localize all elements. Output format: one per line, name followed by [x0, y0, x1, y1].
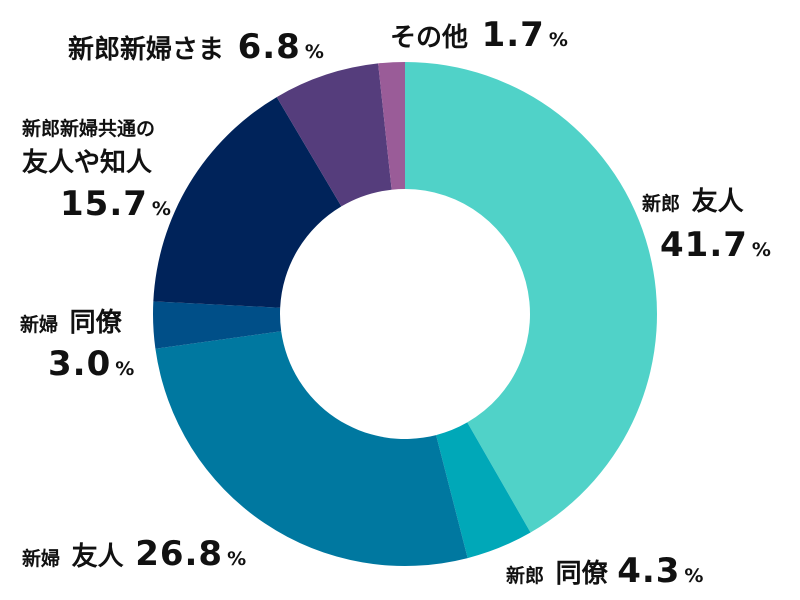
value-groom-friends-number: 41.7 — [660, 225, 748, 265]
label-groom-friends: 新郎 友人 — [642, 189, 744, 215]
value-bride-colleagues: 3.0% — [48, 347, 134, 381]
value-bride-colleagues-unit: % — [115, 358, 135, 380]
value-common-friends: 15.7% — [60, 187, 171, 221]
value-bride-friends-number: 26.8 — [135, 534, 224, 574]
value-couple-number: 6.8 — [237, 27, 301, 67]
label-common-friends-prefix: 新郎新婦共通の — [22, 118, 156, 140]
label-common-friends-main: 友人や知人 — [22, 148, 153, 178]
label-couple-main: 新郎新婦さま — [68, 35, 225, 65]
label-bride-friends: 新婦 友人 26.8% — [22, 537, 246, 571]
slice-couple — [276, 63, 392, 207]
label-groom-colleagues: 新郎 同僚 4.3% — [506, 554, 703, 588]
label-other: その他 1.7% — [390, 18, 568, 52]
label-other-main: その他 — [390, 23, 469, 53]
label-groom-friends-prefix: 新郎 — [642, 193, 681, 215]
value-common-friends-number: 15.7 — [60, 184, 148, 224]
label-groom-friends-main: 友人 — [691, 187, 744, 217]
label-bride-friends-prefix: 新婦 — [22, 548, 61, 570]
label-couple: 新郎新婦さま 6.8% — [68, 30, 324, 64]
value-groom-friends-unit: % — [751, 239, 771, 261]
label-groom-colleagues-main: 同僚 — [555, 559, 608, 589]
value-groom-colleagues-number: 4.3 — [617, 551, 681, 591]
slice-bride-colleagues — [152, 301, 282, 349]
value-bride-colleagues-number: 3.0 — [48, 344, 112, 384]
value-couple-unit: % — [304, 41, 324, 63]
label-bride-colleagues-main: 同僚 — [69, 308, 122, 338]
value-other-unit: % — [548, 29, 568, 51]
value-common-friends-unit: % — [151, 198, 171, 220]
slice-groom-colleagues — [436, 422, 531, 559]
slice-groom-friends — [405, 62, 658, 533]
label-groom-colleagues-prefix: 新郎 — [506, 565, 545, 587]
slice-bride-friends — [155, 331, 468, 566]
value-groom-colleagues-unit: % — [684, 565, 704, 587]
value-groom-friends: 41.7% — [660, 228, 771, 262]
value-bride-friends-unit: % — [227, 548, 247, 570]
label-bride-colleagues: 新婦 同僚 — [20, 310, 122, 336]
slice-other — [378, 62, 405, 190]
slice-common-friends — [153, 97, 342, 308]
label-bride-colleagues-prefix: 新婦 — [20, 314, 59, 336]
label-bride-friends-main: 友人 — [71, 542, 124, 572]
value-other-number: 1.7 — [481, 15, 545, 55]
